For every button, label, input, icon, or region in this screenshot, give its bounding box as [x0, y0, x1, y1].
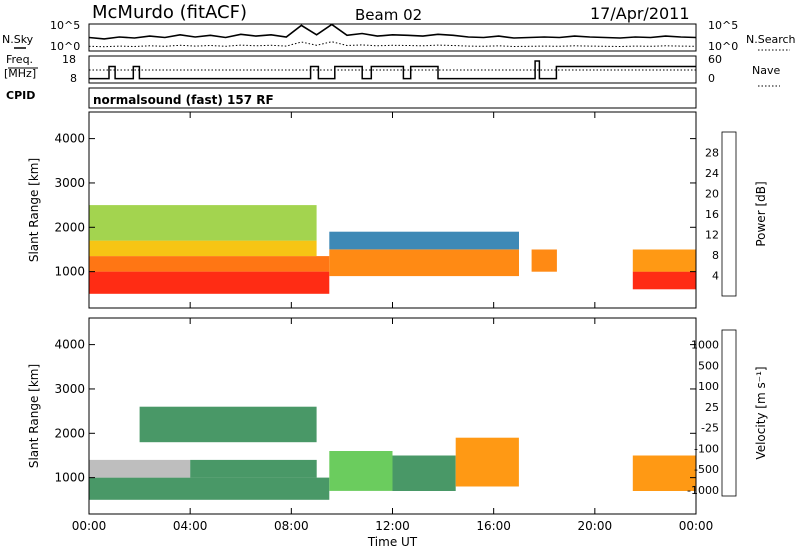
data-region-0	[89, 477, 330, 500]
x-axis-label: Time UT	[367, 535, 418, 549]
beam-title: Beam 02	[355, 6, 422, 24]
nsky-label: N.Sky	[2, 33, 34, 46]
colorbar-tick-7: -1000	[687, 484, 719, 497]
colorbar-frame	[721, 131, 737, 297]
y-tick-label-0: 1000	[54, 265, 85, 279]
data-region-4	[329, 249, 519, 277]
data-region-7	[632, 455, 696, 491]
x-tick-label-6: 00:00	[679, 519, 714, 533]
colorbar-tick-2: 100	[698, 380, 719, 393]
data-region-6	[455, 437, 519, 487]
station-title: McMurdo (fitACF)	[92, 2, 247, 23]
cpid-label: CPID	[6, 89, 35, 102]
status-traces	[88, 23, 697, 80]
cpid-panel-frame	[88, 87, 697, 109]
data-region-5	[329, 231, 519, 250]
data-region-0	[89, 271, 330, 294]
nave-tick-high: 60	[708, 53, 722, 66]
colorbar-tick-3: 16	[705, 208, 719, 221]
x-tick-label-5: 20:00	[578, 519, 613, 533]
freq-tick-high: 18	[62, 53, 76, 66]
colorbar-tick-3: 25	[705, 401, 719, 414]
freq-tick-low: 8	[70, 72, 77, 85]
colorbar-tick-4: 20	[705, 188, 719, 201]
x-tick-label-3: 12:00	[375, 519, 410, 533]
y-tick-label-3: 4000	[54, 338, 85, 352]
date-title: 17/Apr/2011	[590, 4, 690, 23]
nsky-tick-high: 10^5	[50, 19, 80, 32]
data-region-3	[89, 205, 317, 241]
colorbar-label: Power [dB]	[754, 181, 768, 246]
power-chart: 1000 2000 3000 4000 Slant Range [km] 4 8 12 16 20…	[27, 111, 768, 309]
nsearch-tick-high: 10^5	[708, 19, 738, 32]
data-region-7	[632, 271, 696, 290]
freq-label-2: [MHz]	[4, 67, 36, 80]
data-region-8	[632, 249, 696, 272]
nsearch-trace	[88, 41, 697, 48]
data-region-6	[531, 249, 557, 272]
data-region-4	[329, 451, 393, 491]
velocity-chart: 1000 2000 3000 4000 00:00 04:00 08:00 12:00 16:0…	[27, 317, 768, 549]
y-tick-label-2: 3000	[54, 176, 85, 190]
colorbar-label: Velocity [m s⁻¹]	[754, 366, 768, 459]
nave-tick-low: 0	[708, 72, 715, 85]
colorbar-tick-2: 12	[705, 229, 719, 242]
y-axis-label: Slant Range [km]	[27, 364, 41, 468]
data-region-3	[139, 406, 317, 443]
y-tick-label-3: 4000	[54, 132, 85, 146]
colorbar-tick-6: -500	[694, 463, 719, 476]
data-region-1	[89, 256, 330, 272]
data-region-5	[392, 455, 456, 491]
freq-trace	[89, 60, 696, 80]
data-region-2	[89, 240, 317, 257]
nsearch-tick-low: 10^0	[708, 40, 738, 53]
nave-label: Nave	[752, 64, 780, 77]
colorbar-tick-1: 8	[712, 249, 719, 262]
y-tick-label-1: 2000	[54, 220, 85, 234]
x-tick-label-2: 08:00	[274, 519, 309, 533]
y-axis-label: Slant Range [km]	[27, 158, 41, 262]
colorbar-tick-5: -100	[694, 442, 719, 455]
x-tick-label-4: 16:00	[476, 519, 511, 533]
y-tick-label-0: 1000	[54, 471, 85, 485]
colorbar-tick-4: -25	[701, 422, 719, 435]
colorbar-frame	[721, 329, 737, 497]
nsearch-label: N.Search	[746, 33, 796, 46]
nsky-tick-low: 10^0	[50, 40, 80, 53]
colorbar-tick-0: 4	[712, 270, 719, 283]
cpid-text: normalsound (fast) 157 RF	[93, 93, 274, 107]
colorbar-tick-5: 24	[705, 167, 719, 180]
x-tick-label-1: 04:00	[173, 519, 208, 533]
colorbar-tick-1: 500	[698, 359, 719, 372]
data-region-2	[190, 459, 317, 478]
data-region-1	[89, 459, 191, 478]
x-tick-label-0: 00:00	[72, 519, 107, 533]
nsky-trace	[88, 23, 697, 40]
y-tick-label-2: 3000	[54, 382, 85, 396]
colorbar-tick-0: 1000	[691, 339, 719, 352]
y-tick-label-1: 2000	[54, 426, 85, 440]
freq-label-1: Freq.	[6, 53, 33, 66]
colorbar-tick-6: 28	[705, 147, 719, 160]
